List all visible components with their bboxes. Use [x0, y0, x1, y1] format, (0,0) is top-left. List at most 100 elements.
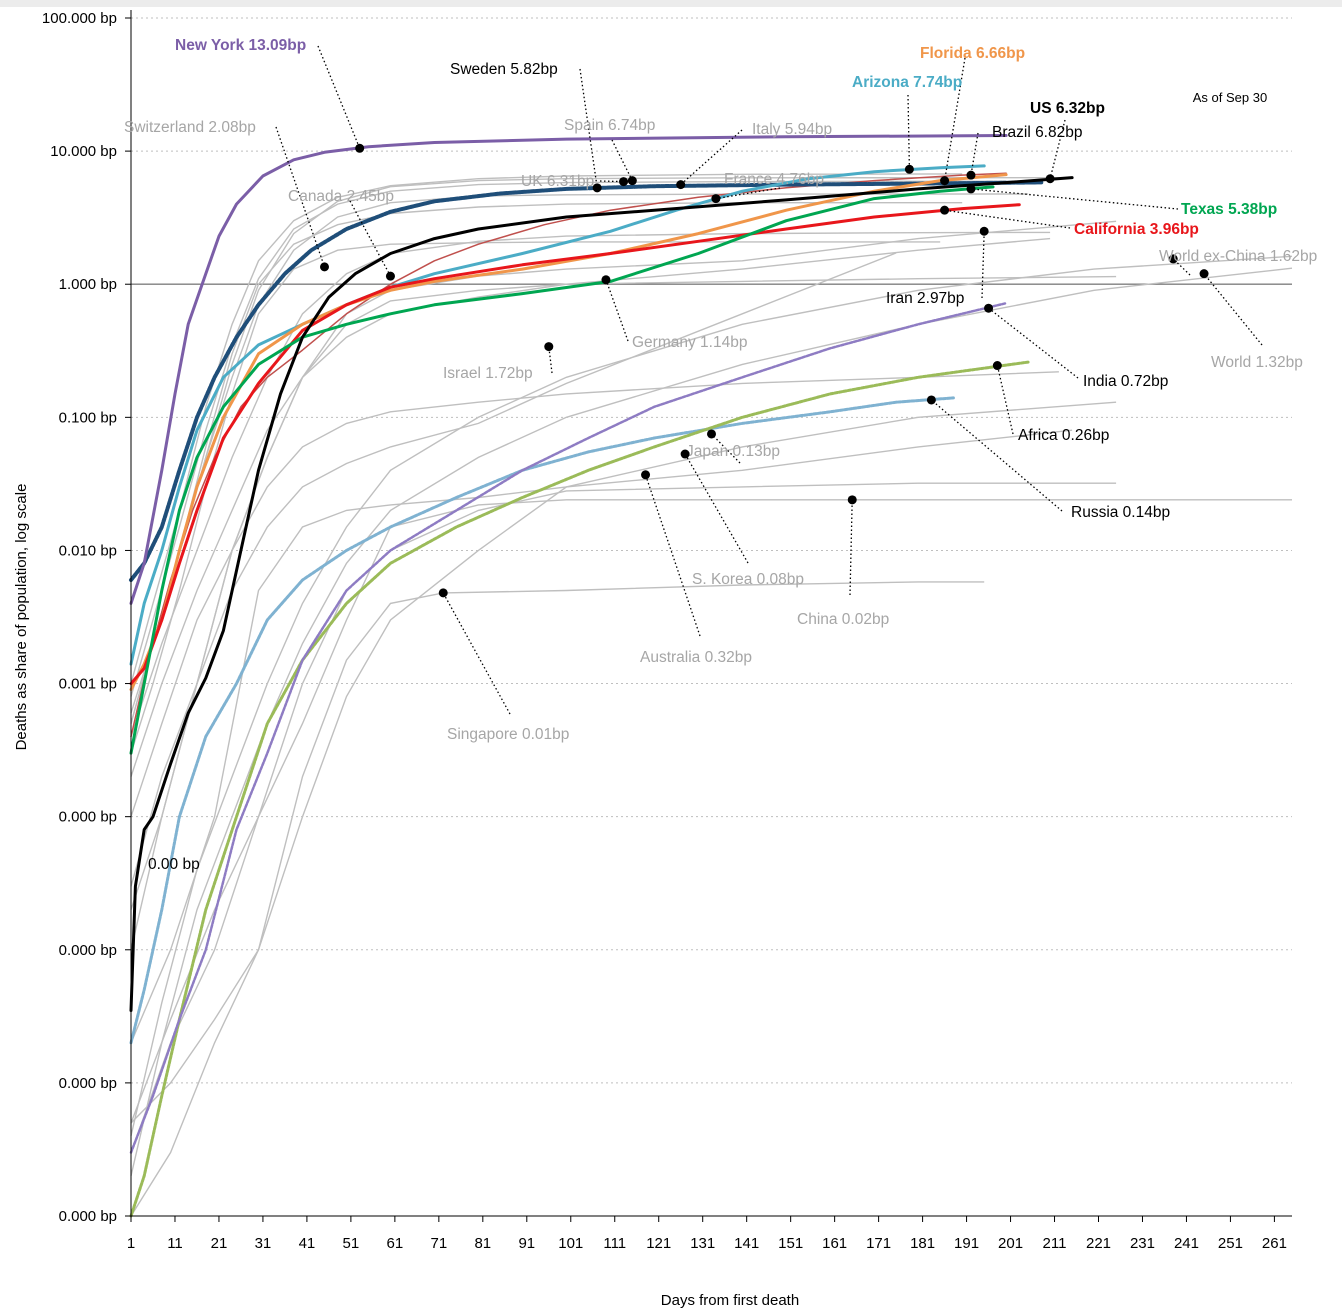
- leader-line-s: [684, 453, 749, 564]
- y-tick-label: 0.000 bp: [59, 942, 117, 959]
- annotation-label-world: World 1.32bp: [1211, 354, 1303, 371]
- background-series-line: [130, 180, 1007, 697]
- annotations: New York 13.09bp Sweden 5.82bp Florida 6.6…: [124, 37, 1317, 873]
- marker-dot-france: [711, 194, 721, 204]
- x-tick-label: 61: [387, 1235, 404, 1252]
- background-series-line: [130, 401, 1117, 1217]
- leader-line-iran: [981, 231, 985, 299]
- leader-line-arizona: [907, 94, 911, 170]
- series-line-new-york: [129, 134, 1008, 605]
- series-line-texas: [129, 185, 995, 755]
- x-tick-label: 231: [1130, 1235, 1155, 1252]
- y-axis-title: Deaths as share of population, log scale: [13, 484, 30, 751]
- annotation-label-japan: Japan 0.13bp: [686, 443, 780, 460]
- annotation-label-world: World ex-China 1.62bp: [1159, 248, 1317, 265]
- marker-dot-s: [680, 449, 690, 459]
- background-series-line: [130, 275, 1117, 950]
- x-tick-label: 51: [343, 1235, 360, 1252]
- leader-line-russia: [930, 399, 1063, 512]
- leader-line-california: [944, 209, 1071, 229]
- background-series-line: [130, 193, 1029, 724]
- x-tick-label: 141: [734, 1235, 759, 1252]
- leader-line-world: [1203, 273, 1263, 346]
- marker-dot-italy: [676, 180, 686, 190]
- leader-line-florida: [943, 57, 966, 181]
- y-tick-label: 0.010 bp: [59, 542, 117, 559]
- leader-line-australia: [644, 474, 701, 637]
- marker-dot-texas: [966, 184, 976, 194]
- leader-line-singapore: [442, 592, 511, 715]
- annotation-label-germany: Germany 1.14bp: [632, 334, 747, 351]
- highlighted-series: [129, 134, 1074, 1218]
- y-tick-label: 1.000 bp: [59, 276, 117, 293]
- leader-line-texas: [970, 188, 1179, 210]
- annotation-label-canada: Canada 2.45bp: [288, 188, 394, 205]
- annotation-label-singapore: Singapore 0.01bp: [447, 726, 569, 743]
- marker-dot-new: [355, 143, 365, 153]
- annotation-label-africa: Africa 0.26bp: [1018, 427, 1109, 444]
- annotation-label-brazil: Brazil 6.82bp: [992, 124, 1082, 141]
- x-tick-label: 201: [998, 1235, 1023, 1252]
- x-tick-label: 211: [1043, 1235, 1067, 1252]
- marker-dot-spain: [627, 176, 637, 186]
- background-series-line: [130, 231, 1051, 737]
- x-tick-label: 121: [646, 1235, 671, 1252]
- y-tick-label: 0.001 bp: [59, 676, 117, 693]
- background-series-line: [130, 482, 1117, 1153]
- marker-dot-brazil: [966, 170, 976, 180]
- background-series-line: [130, 429, 1073, 1044]
- x-tick-label: 1: [127, 1235, 135, 1252]
- leader-line-switzerland: [275, 126, 326, 268]
- x-tick-label: 161: [822, 1235, 847, 1252]
- background-series-line: [130, 371, 1059, 817]
- marker-dot-china: [847, 495, 857, 505]
- leader-line-france: [715, 187, 781, 200]
- annotation-label-florida: Florida 6.66bp: [920, 45, 1025, 62]
- annotation-label-italy: Italy 5.94bp: [752, 121, 832, 138]
- x-tick-label: 261: [1262, 1235, 1287, 1252]
- annotation-label-uk: UK 6.31bp: [521, 173, 594, 190]
- annotation-label-israel: Israel 1.72bp: [443, 365, 533, 382]
- leader-line-china: [849, 499, 853, 596]
- series-line-india: [129, 301, 1008, 1154]
- marker-dot-switzerland: [320, 262, 329, 272]
- x-tick-label: 151: [778, 1235, 803, 1252]
- annotation-label-sweden: Sweden 5.82bp: [450, 61, 558, 78]
- x-tick-label: 111: [603, 1235, 626, 1252]
- series-line-california: [129, 203, 1021, 686]
- x-axis-title: Days from first death: [661, 1292, 799, 1309]
- x-tick-label: 71: [430, 1235, 447, 1252]
- marker-dot-world: [1199, 269, 1209, 279]
- x-tick-label: 101: [558, 1235, 583, 1252]
- series-line-africa: [129, 360, 1030, 1218]
- x-tick-label: 21: [211, 1235, 228, 1252]
- background-series-line: [130, 220, 1117, 910]
- annotation-label-india: India 0.72bp: [1083, 373, 1168, 390]
- leader-line-brazil: [970, 132, 979, 176]
- y-tick-label: 0.000 bp: [59, 1208, 117, 1225]
- background-series-line: [130, 581, 985, 1124]
- x-tick-label: 181: [910, 1235, 935, 1252]
- annotation-label-us: US 6.32bp: [1030, 100, 1105, 117]
- x-tick-label: 251: [1218, 1235, 1243, 1252]
- leader-line-new: [317, 45, 361, 149]
- annotation-label-australia: Australia 0.32bp: [640, 649, 752, 666]
- background-series-line: [130, 252, 897, 887]
- x-tick-label: 81: [474, 1235, 491, 1252]
- x-tick-label: 241: [1174, 1235, 1199, 1252]
- marker-dot-india: [984, 303, 994, 313]
- x-tick-label: 91: [518, 1235, 535, 1252]
- marker-dot-iran: [979, 226, 989, 236]
- series-line-sweden: [129, 180, 1044, 582]
- series-line-russia: [129, 396, 955, 1045]
- marker-dot-world: [1168, 254, 1178, 264]
- marker-dot-germany: [601, 275, 611, 285]
- x-tick-label: 131: [690, 1235, 715, 1252]
- annotation-label-texas: Texas 5.38bp: [1181, 201, 1277, 218]
- y-tick-label: 0.000 bp: [59, 809, 117, 826]
- marker-dot-uk: [619, 177, 629, 187]
- series-line-brazil: [130, 172, 1007, 738]
- marker-dot-florida: [940, 176, 950, 186]
- marker-dot-california: [940, 205, 950, 215]
